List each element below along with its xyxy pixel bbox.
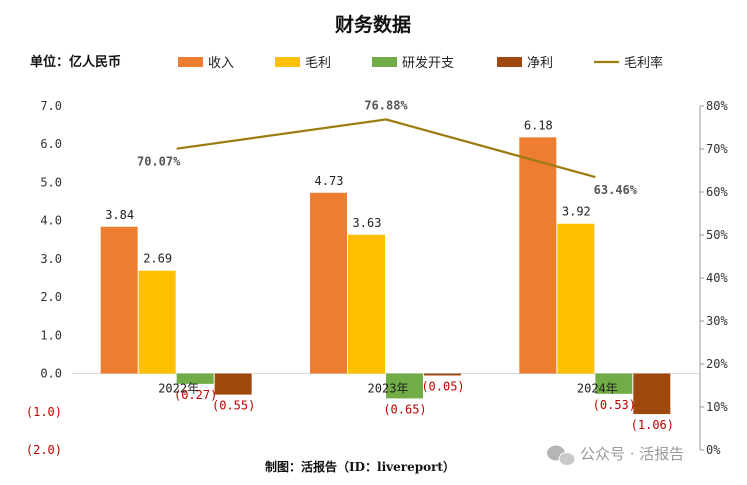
- footer-credit: 制图：活报告（ID：livereport）: [265, 459, 455, 474]
- legend-label: 收入: [208, 56, 234, 71]
- right-tick-label: 80%: [706, 99, 728, 113]
- left-tick-label: 5.0: [40, 175, 62, 189]
- right-tick-label: 70%: [706, 142, 728, 156]
- margin-data-label: 63.46%: [594, 183, 638, 197]
- bar-data-label: 4.73: [315, 174, 344, 188]
- right-tick-label: 50%: [706, 228, 728, 242]
- legend-label: 研发开支: [402, 55, 454, 71]
- unit-label: 单位：亿人民币: [30, 54, 121, 70]
- bar: [100, 226, 138, 374]
- legend-swatch: [178, 57, 203, 67]
- left-tick-label: 3.0: [40, 252, 62, 266]
- right-tick-label: 40%: [706, 271, 728, 285]
- bar-data-label: (0.27): [174, 388, 217, 402]
- legend-label: 毛利率: [624, 55, 663, 71]
- bar-data-label: (0.65): [383, 402, 426, 416]
- left-axis: 7.0 6.0 5.0 4.0 3.0 2.0 1.0 0.0 (1.0) (2.0): [26, 99, 62, 457]
- left-tick-label: 4.0: [40, 214, 62, 228]
- legend-label: 净利: [527, 56, 553, 71]
- bar-data-label: (0.55): [212, 399, 255, 413]
- left-tick-label: 1.0: [40, 328, 62, 342]
- left-tick-label: (2.0): [26, 443, 62, 457]
- bar: [138, 270, 176, 374]
- right-tick-label: 0%: [706, 443, 721, 457]
- left-tick-label: 2.0: [40, 290, 62, 304]
- legend: 收入 毛利 研发开支 净利 毛利率: [178, 55, 663, 71]
- bar-data-label: (0.53): [593, 398, 636, 412]
- category-label: 2023年: [368, 382, 409, 396]
- left-tick-label: 6.0: [40, 137, 62, 151]
- left-tick-label: 7.0: [40, 99, 62, 113]
- legend-swatch: [372, 57, 397, 67]
- bar: [310, 192, 347, 374]
- bar-data-label: (0.05): [421, 379, 464, 393]
- bar: [176, 373, 214, 384]
- right-tick-label: 20%: [706, 357, 728, 371]
- watermark: 公众号 · 活报告: [547, 445, 684, 466]
- margin-line: [176, 118, 596, 179]
- chart-title: 财务数据: [335, 13, 411, 36]
- bar-data-label: 3.84: [105, 208, 134, 222]
- bar: [633, 373, 671, 415]
- right-tick-label: 30%: [706, 314, 728, 328]
- margin-data-label: 70.07%: [137, 155, 181, 169]
- legend-label: 毛利: [305, 56, 331, 71]
- legend-swatch: [275, 57, 300, 67]
- category-labels: 2022年 2023年 2024年: [158, 382, 618, 396]
- category-label: 2024年: [577, 382, 618, 396]
- bar: [424, 373, 461, 376]
- left-tick-label: (1.0): [26, 405, 62, 419]
- bar-data-label: 3.92: [562, 205, 591, 219]
- bar: [214, 373, 252, 395]
- watermark-text: 公众号 · 活报告: [580, 445, 684, 463]
- category-label: 2022年: [158, 382, 199, 396]
- right-axis: 80% 70% 60% 50% 40% 30% 20% 10% 0%: [699, 99, 728, 457]
- gross-margin-line: 70.07% 76.88% 63.46%: [137, 98, 638, 197]
- bar: [386, 373, 423, 399]
- bar: [557, 223, 595, 374]
- right-tick-label: 60%: [706, 185, 728, 199]
- bar: [595, 373, 633, 394]
- legend-swatch: [497, 57, 522, 67]
- margin-data-label: 76.88%: [364, 98, 408, 112]
- bars: 3.84 2.69 (0.27)(0.55) 4.73 3.63 (0.65) (0.05)…: [100, 118, 674, 432]
- bar-data-label: 2.69: [143, 252, 172, 266]
- bar-data-label: (1.06): [631, 418, 674, 432]
- bar: [348, 234, 385, 374]
- left-tick-label: 0.0: [40, 367, 62, 381]
- bar: [519, 137, 557, 374]
- bar-data-label: 6.18: [524, 118, 553, 132]
- wechat-icon: [547, 445, 576, 466]
- right-tick-label: 10%: [706, 400, 728, 414]
- bar-data-label: 3.63: [353, 216, 382, 230]
